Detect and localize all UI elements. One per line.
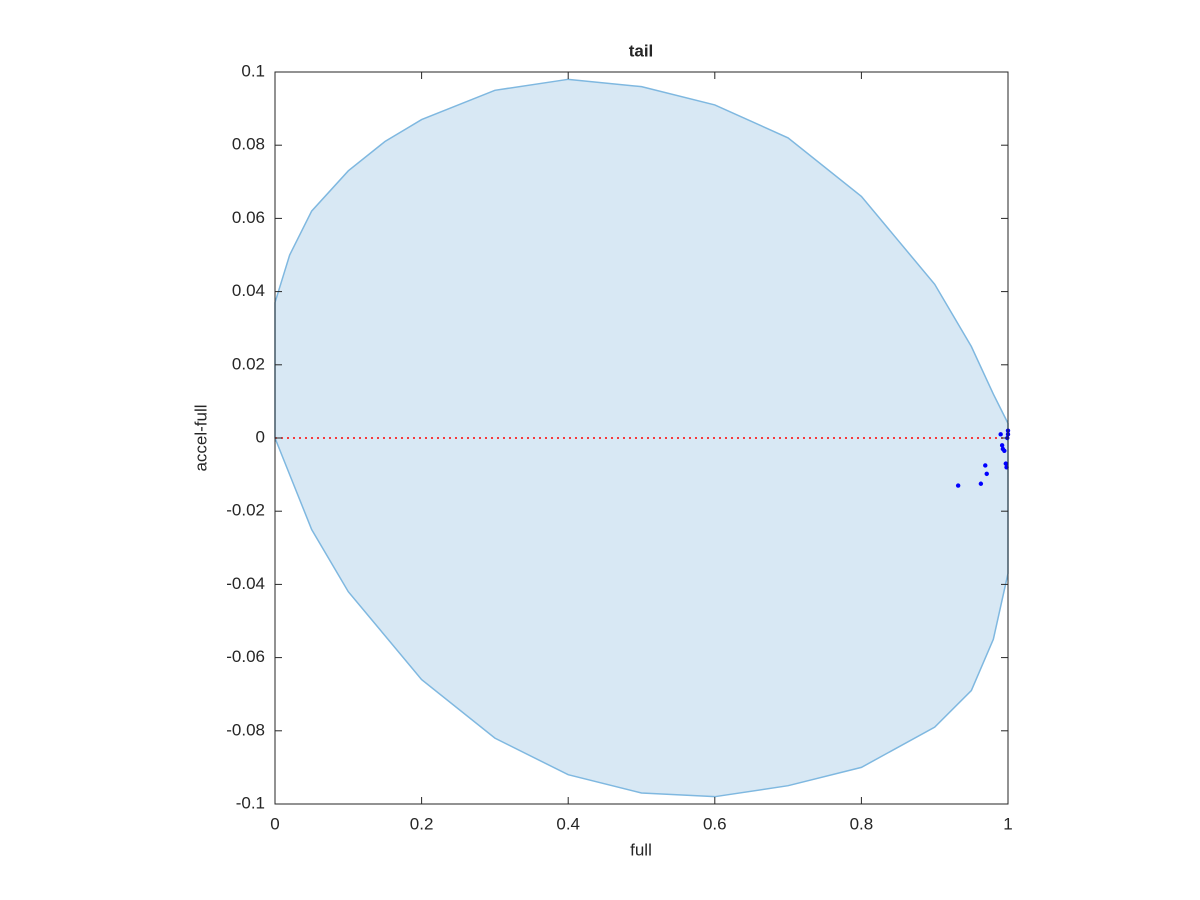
y-tick-label: -0.06 xyxy=(226,647,265,666)
point xyxy=(998,432,1003,437)
point xyxy=(1003,461,1009,466)
y-tick-label: -0.08 xyxy=(226,720,265,739)
point xyxy=(999,443,1005,448)
y-axis-label: accel-full xyxy=(191,404,210,471)
y-tick-label: 0.06 xyxy=(232,208,265,227)
point xyxy=(1002,448,1007,454)
point xyxy=(978,481,984,486)
y-tick-label: 0.08 xyxy=(232,135,265,154)
point xyxy=(983,463,988,468)
x-tick-label: 0.4 xyxy=(556,814,580,833)
point xyxy=(984,471,989,477)
x-tick-label: 0.2 xyxy=(410,814,434,833)
y-tick-label: 0.04 xyxy=(232,281,265,300)
y-tick-label: 0.02 xyxy=(232,354,265,373)
x-tick-label: 1 xyxy=(1003,814,1012,833)
y-tick-label: -0.04 xyxy=(226,574,265,593)
x-tick-label: 0.6 xyxy=(703,814,727,833)
y-tick-label: 0.1 xyxy=(241,61,265,80)
y-tick-label: -0.1 xyxy=(236,793,265,812)
y-tick-label: 0 xyxy=(256,427,265,446)
y-tick-label: -0.02 xyxy=(226,501,265,520)
x-axis-label: full xyxy=(630,840,652,859)
point xyxy=(955,483,961,488)
x-tick-label: 0.8 xyxy=(850,814,874,833)
chart-title: tail xyxy=(629,41,654,60)
x-tick-label: 0 xyxy=(270,814,279,833)
